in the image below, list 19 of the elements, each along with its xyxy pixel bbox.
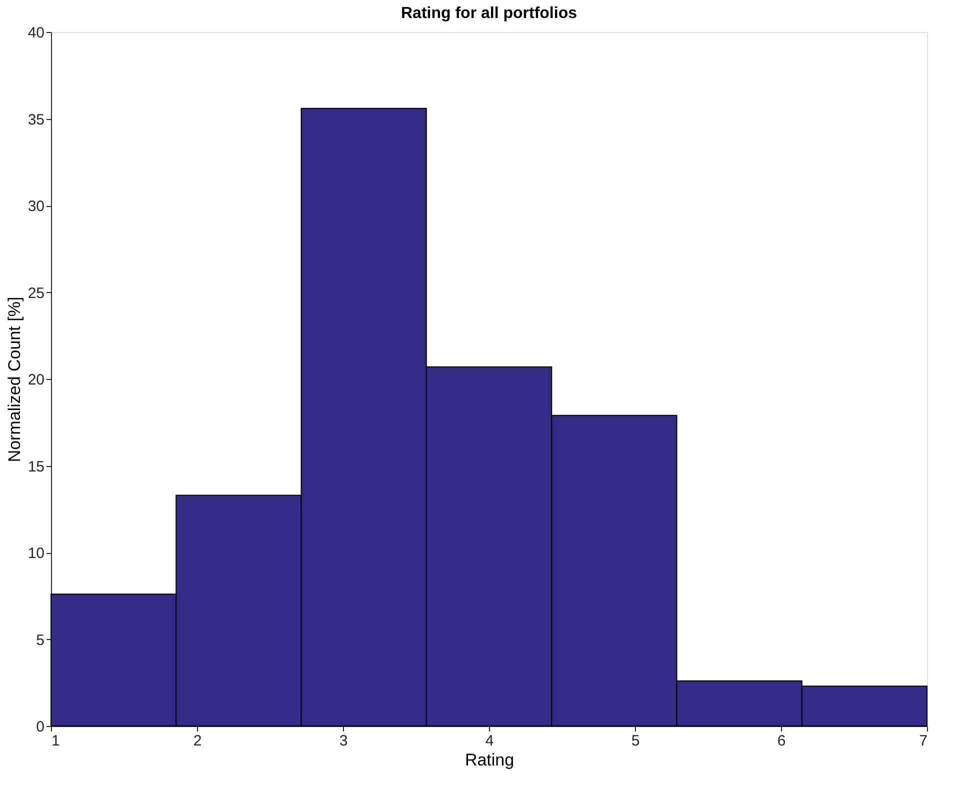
y-tick-label: 25 (28, 284, 44, 302)
y-tick-label: 20 (28, 372, 44, 388)
y-tick-label: 40 (28, 24, 44, 42)
x-tick-label: 7 (919, 732, 928, 750)
x-axis-title: Rating (464, 750, 514, 770)
x-tick-label: 4 (485, 732, 494, 750)
y-tick-label: 35 (28, 111, 44, 128)
y-tick-label: 30 (28, 198, 44, 215)
x-tick-label: 6 (777, 732, 786, 750)
y-axis-title: Normalized Count [%] (4, 296, 24, 462)
y-tick-label: 5 (36, 632, 44, 649)
x-tick-label: 2 (193, 732, 202, 750)
y-tick-label: 0 (36, 718, 44, 736)
y-tick-label: 10 (28, 545, 44, 562)
x-tick-label: 5 (631, 732, 640, 750)
x-tick-label: 3 (339, 732, 348, 750)
x-tick-label: 1 (52, 732, 60, 750)
chart-title: Rating for all portfolios (401, 5, 578, 22)
y-tick-label: 15 (28, 458, 44, 476)
